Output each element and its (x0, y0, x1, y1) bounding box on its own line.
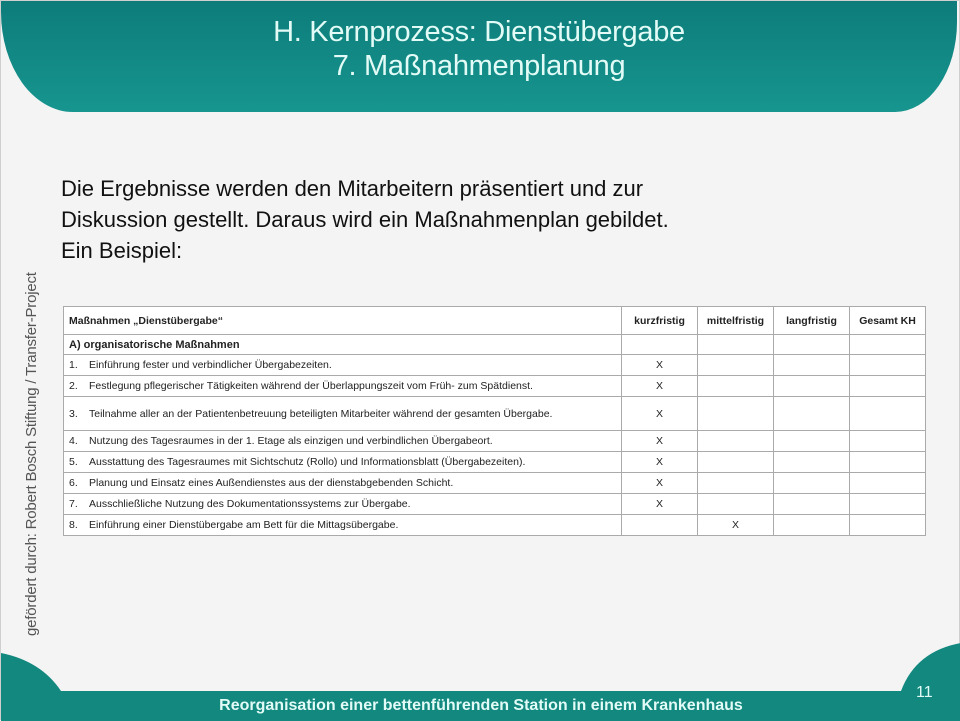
measure-text: Einführung fester und verbindlicher Über… (89, 359, 332, 371)
measure-cell: 3. Teilnahme aller an der Patientenbetreu… (63, 396, 622, 431)
measure-text: Ausschließliche Nutzung des Dokumentatio… (89, 498, 411, 510)
mark-cell (773, 375, 850, 397)
mark-cell (697, 354, 774, 376)
title-banner: H. Kernprozess: Dienstübergabe 7. Maßnah… (1, 1, 957, 112)
column-header: Maßnahmen „Dienstübergabe“ (63, 306, 622, 335)
table-row: 6. Planung und Einsatz eines Außendienste… (63, 472, 926, 494)
mark-cell: X (621, 430, 698, 452)
measure-cell: 8. Einführung einer Dienstübergabe am Bet… (63, 514, 622, 536)
intro-line: Diskussion gestellt. Daraus wird ein Maß… (61, 207, 669, 232)
mark-cell: X (621, 451, 698, 473)
section-row: A) organisatorische Maßnahmen (63, 334, 926, 355)
table-row: 1. Einführung fester und verbindlicher Üb… (63, 354, 926, 376)
mark-cell (697, 396, 774, 431)
measure-number: 8. (69, 519, 78, 531)
mark-cell (849, 451, 926, 473)
column-header: mittelfristig (697, 306, 774, 335)
measure-number: 2. (69, 380, 78, 392)
table-row: 4. Nutzung des Tagesraumes in der 1. Etag… (63, 430, 926, 452)
mark-cell: X (697, 514, 774, 536)
table-row: 7. Ausschließliche Nutzung des Dokumentat… (63, 493, 926, 515)
intro-line: Die Ergebnisse werden den Mitarbeitern p… (61, 176, 644, 201)
mark-cell (697, 375, 774, 397)
column-header: kurzfristig (621, 306, 698, 335)
measure-text: Ausstattung des Tagesraumes mit Sichtsch… (89, 456, 526, 468)
measure-number: 1. (69, 359, 78, 371)
measure-number: 6. (69, 477, 78, 489)
intro-text: Die Ergebnisse werden den Mitarbeitern p… (61, 173, 921, 266)
cell (849, 334, 926, 355)
measures-table: Maßnahmen „Dienstübergabe“ kurzfristig m… (63, 306, 926, 536)
mark-cell (697, 451, 774, 473)
mark-cell (621, 514, 698, 536)
table-header-row: Maßnahmen „Dienstübergabe“ kurzfristig m… (63, 306, 926, 335)
intro-line: Ein Beispiel: (61, 238, 183, 263)
page-number: 11 (916, 684, 933, 701)
measure-number: 7. (69, 498, 78, 510)
mark-cell (773, 472, 850, 494)
table-row: 5. Ausstattung des Tagesraumes mit Sichts… (63, 451, 926, 473)
column-header: Gesamt KH (849, 306, 926, 335)
table-row: 3. Teilnahme aller an der Patientenbetreu… (63, 396, 926, 431)
mark-cell: X (621, 375, 698, 397)
measure-text: Nutzung des Tagesraumes in der 1. Etage … (89, 435, 493, 447)
section-label: A) organisatorische Maßnahmen (63, 334, 622, 355)
measure-number: 5. (69, 456, 78, 468)
mark-cell: X (621, 493, 698, 515)
mark-cell: X (621, 396, 698, 431)
measure-cell: 2. Festlegung pflegerischer Tätigkeiten w… (63, 375, 622, 397)
measure-cell: 6. Planung und Einsatz eines Außendienste… (63, 472, 622, 494)
mark-cell (773, 514, 850, 536)
cell (697, 334, 774, 355)
mark-cell (849, 493, 926, 515)
cell (621, 334, 698, 355)
table-row: 8. Einführung einer Dienstübergabe am Bet… (63, 514, 926, 536)
mark-cell (773, 396, 850, 431)
slide-subtitle: 7. Maßnahmenplanung (332, 50, 626, 82)
measure-number: 3. (69, 407, 78, 420)
measure-cell: 4. Nutzung des Tagesraumes in der 1. Etag… (63, 430, 622, 452)
mark-cell: X (621, 472, 698, 494)
measure-cell: 7. Ausschließliche Nutzung des Dokumentat… (63, 493, 622, 515)
measure-text: Planung und Einsatz eines Außendienstes … (89, 477, 454, 489)
mark-cell (773, 430, 850, 452)
mark-cell (849, 354, 926, 376)
measure-number: 4. (69, 435, 78, 447)
mark-cell (697, 472, 774, 494)
funding-note: gefördert durch: Robert Bosch Stiftung /… (23, 272, 40, 636)
mark-cell (773, 451, 850, 473)
mark-cell: X (621, 354, 698, 376)
mark-cell (849, 430, 926, 452)
measure-cell: 1. Einführung fester und verbindlicher Üb… (63, 354, 622, 376)
table-row: 2. Festlegung pflegerischer Tätigkeiten w… (63, 375, 926, 397)
mark-cell (849, 375, 926, 397)
mark-cell (697, 493, 774, 515)
measure-cell: 5. Ausstattung des Tagesraumes mit Sichts… (63, 451, 622, 473)
mark-cell (697, 430, 774, 452)
slide-title: H. Kernprozess: Dienstübergabe (273, 16, 685, 48)
mark-cell (773, 354, 850, 376)
cell (773, 334, 850, 355)
measure-text: Festlegung pflegerischer Tätigkeiten wäh… (89, 380, 533, 392)
mark-cell (773, 493, 850, 515)
footer-title: Reorganisation einer bettenführenden Sta… (219, 697, 743, 714)
mark-cell (849, 472, 926, 494)
column-header: langfristig (773, 306, 850, 335)
measure-text: Einführung einer Dienstübergabe am Bett … (89, 519, 399, 531)
mark-cell (849, 514, 926, 536)
mark-cell (849, 396, 926, 431)
measure-text: Teilnahme aller an der Patientenbetreuun… (89, 407, 553, 420)
